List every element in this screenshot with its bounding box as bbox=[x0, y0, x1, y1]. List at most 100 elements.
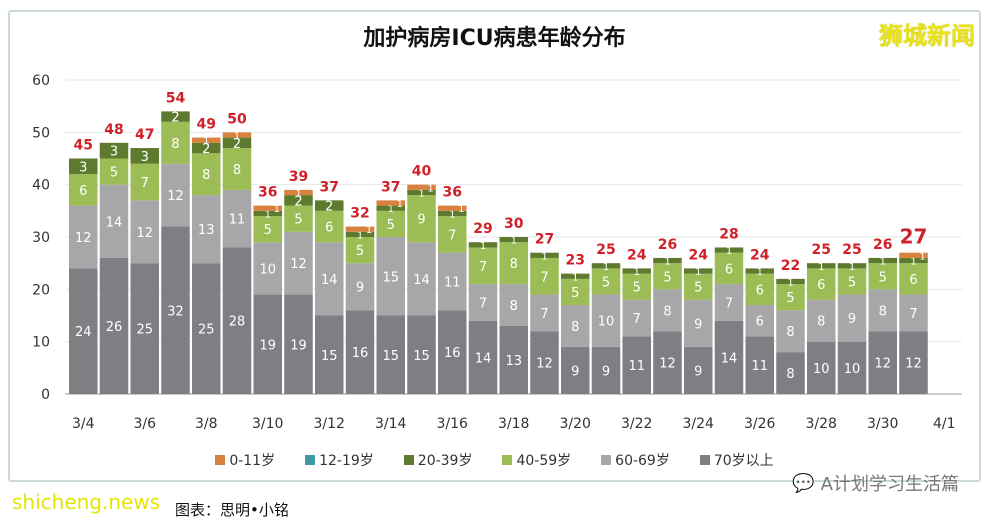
legend-item: 0-11岁 bbox=[215, 450, 275, 470]
segment-label: 12 bbox=[75, 231, 92, 246]
segment-label: 7 bbox=[479, 260, 487, 275]
bar-segment bbox=[653, 289, 682, 332]
segment-label: 15 bbox=[413, 349, 430, 364]
segment-label: 15 bbox=[382, 349, 399, 364]
total-label: 27 bbox=[535, 232, 554, 248]
bar-segment bbox=[684, 268, 713, 274]
segment-label: 6 bbox=[725, 262, 733, 277]
bar-segment bbox=[776, 278, 805, 285]
bar-segment bbox=[899, 331, 928, 394]
segment-label: 9 bbox=[848, 312, 856, 327]
x-tick-label: 3/12 bbox=[314, 416, 345, 432]
segment-label: 7 bbox=[448, 228, 456, 243]
bar-segment bbox=[837, 341, 867, 394]
segment-label: 1 bbox=[480, 241, 486, 252]
segment-label: 2 bbox=[202, 142, 210, 157]
y-tick-label: 60 bbox=[32, 73, 50, 89]
legend: 0-11岁 12-19岁 20-39岁 40-59岁 60-69岁 70岁以上 bbox=[0, 450, 989, 470]
bar-segment bbox=[868, 257, 897, 264]
bar-segment bbox=[499, 242, 528, 285]
bar-segment bbox=[222, 148, 252, 190]
total-label: 23 bbox=[566, 253, 585, 269]
x-tick-label: 3/20 bbox=[560, 416, 591, 432]
bar-segment bbox=[284, 294, 313, 394]
segment-label: 10 bbox=[598, 315, 615, 330]
segment-label: 11 bbox=[751, 359, 768, 374]
legend-item: 20-39岁 bbox=[403, 450, 473, 470]
chart-frame bbox=[8, 10, 981, 482]
bar-segment bbox=[345, 226, 375, 232]
bar-segment bbox=[745, 273, 774, 306]
x-tick-label: 3/18 bbox=[498, 416, 529, 432]
bar-segment bbox=[407, 189, 436, 196]
segment-label: 9 bbox=[694, 317, 702, 332]
bar-segment bbox=[376, 200, 405, 206]
wechat-account: A计划学习生活篇 bbox=[820, 474, 959, 495]
bar-segment bbox=[253, 205, 282, 211]
segment-label: 5 bbox=[633, 281, 641, 296]
segment-label: 7 bbox=[633, 312, 641, 327]
segment-label: 5 bbox=[879, 270, 887, 285]
x-tick-label: 4/1 bbox=[933, 416, 956, 432]
total-label: 27 bbox=[900, 225, 928, 249]
bar-segment bbox=[222, 137, 252, 149]
bar-segment bbox=[222, 132, 252, 138]
segment-label: 1 bbox=[234, 131, 240, 142]
total-label: 22 bbox=[781, 258, 800, 274]
bar-segment bbox=[407, 242, 436, 316]
bar-segment bbox=[284, 205, 313, 232]
segment-label: 24 bbox=[75, 325, 92, 340]
bar-segment bbox=[69, 174, 98, 206]
bar-segment bbox=[591, 346, 621, 394]
segment-label: 1 bbox=[634, 267, 640, 278]
bar-segment bbox=[284, 195, 313, 206]
legend-swatch bbox=[403, 455, 414, 465]
bar-segment bbox=[530, 252, 559, 258]
x-tick-label: 3/14 bbox=[375, 416, 407, 432]
bar-segment bbox=[161, 121, 190, 164]
total-label: 40 bbox=[412, 164, 432, 180]
legend-label: 20-39岁 bbox=[417, 453, 473, 469]
total-label: 37 bbox=[320, 179, 339, 195]
segment-label: 1 bbox=[787, 277, 793, 288]
y-tick-label: 20 bbox=[32, 282, 50, 298]
bar-segment bbox=[99, 257, 129, 394]
total-label: 25 bbox=[812, 242, 831, 258]
total-label: 24 bbox=[689, 247, 709, 263]
bar-segment bbox=[591, 294, 621, 347]
segment-label: 8 bbox=[571, 320, 579, 335]
legend-item: 12-19岁 bbox=[305, 450, 374, 470]
segment-label: 11 bbox=[628, 359, 645, 374]
total-label: 48 bbox=[104, 122, 123, 138]
x-tick-label: 3/8 bbox=[195, 416, 218, 432]
watermark-bottom: shicheng.news bbox=[12, 490, 161, 514]
bar-segment bbox=[69, 268, 98, 394]
segment-label: 1 bbox=[572, 272, 578, 283]
x-tick-label: 3/6 bbox=[133, 416, 156, 432]
bar-segment bbox=[684, 299, 713, 347]
bar-segment bbox=[315, 242, 344, 316]
wechat-icon: 💬 bbox=[792, 472, 815, 494]
wechat-watermark: 💬 A计划学习生活篇 bbox=[792, 470, 959, 496]
bar-segment bbox=[714, 247, 744, 253]
total-label: 47 bbox=[135, 127, 154, 143]
segment-label: 8 bbox=[171, 137, 179, 152]
chart-title: 加护病房ICU病患年龄分布 bbox=[363, 26, 626, 51]
segment-label: 1 bbox=[849, 262, 855, 273]
bar-segment bbox=[222, 247, 252, 394]
segment-label: 1 bbox=[274, 204, 280, 215]
segment-label: 6 bbox=[325, 221, 333, 236]
legend-item: 70岁以上 bbox=[699, 450, 774, 470]
total-label: 54 bbox=[166, 90, 186, 106]
bar-segment bbox=[253, 242, 282, 295]
segment-label: 5 bbox=[387, 218, 395, 233]
bar-segment bbox=[192, 263, 221, 394]
segment-label: 9 bbox=[694, 364, 702, 379]
bar-segment bbox=[345, 237, 375, 264]
bar-segment bbox=[868, 331, 897, 394]
bar-segment bbox=[468, 242, 498, 248]
bar-segment bbox=[499, 284, 528, 326]
segment-label: 8 bbox=[786, 367, 794, 382]
segment-label: 1 bbox=[427, 183, 433, 194]
segment-label: 1 bbox=[757, 267, 763, 278]
